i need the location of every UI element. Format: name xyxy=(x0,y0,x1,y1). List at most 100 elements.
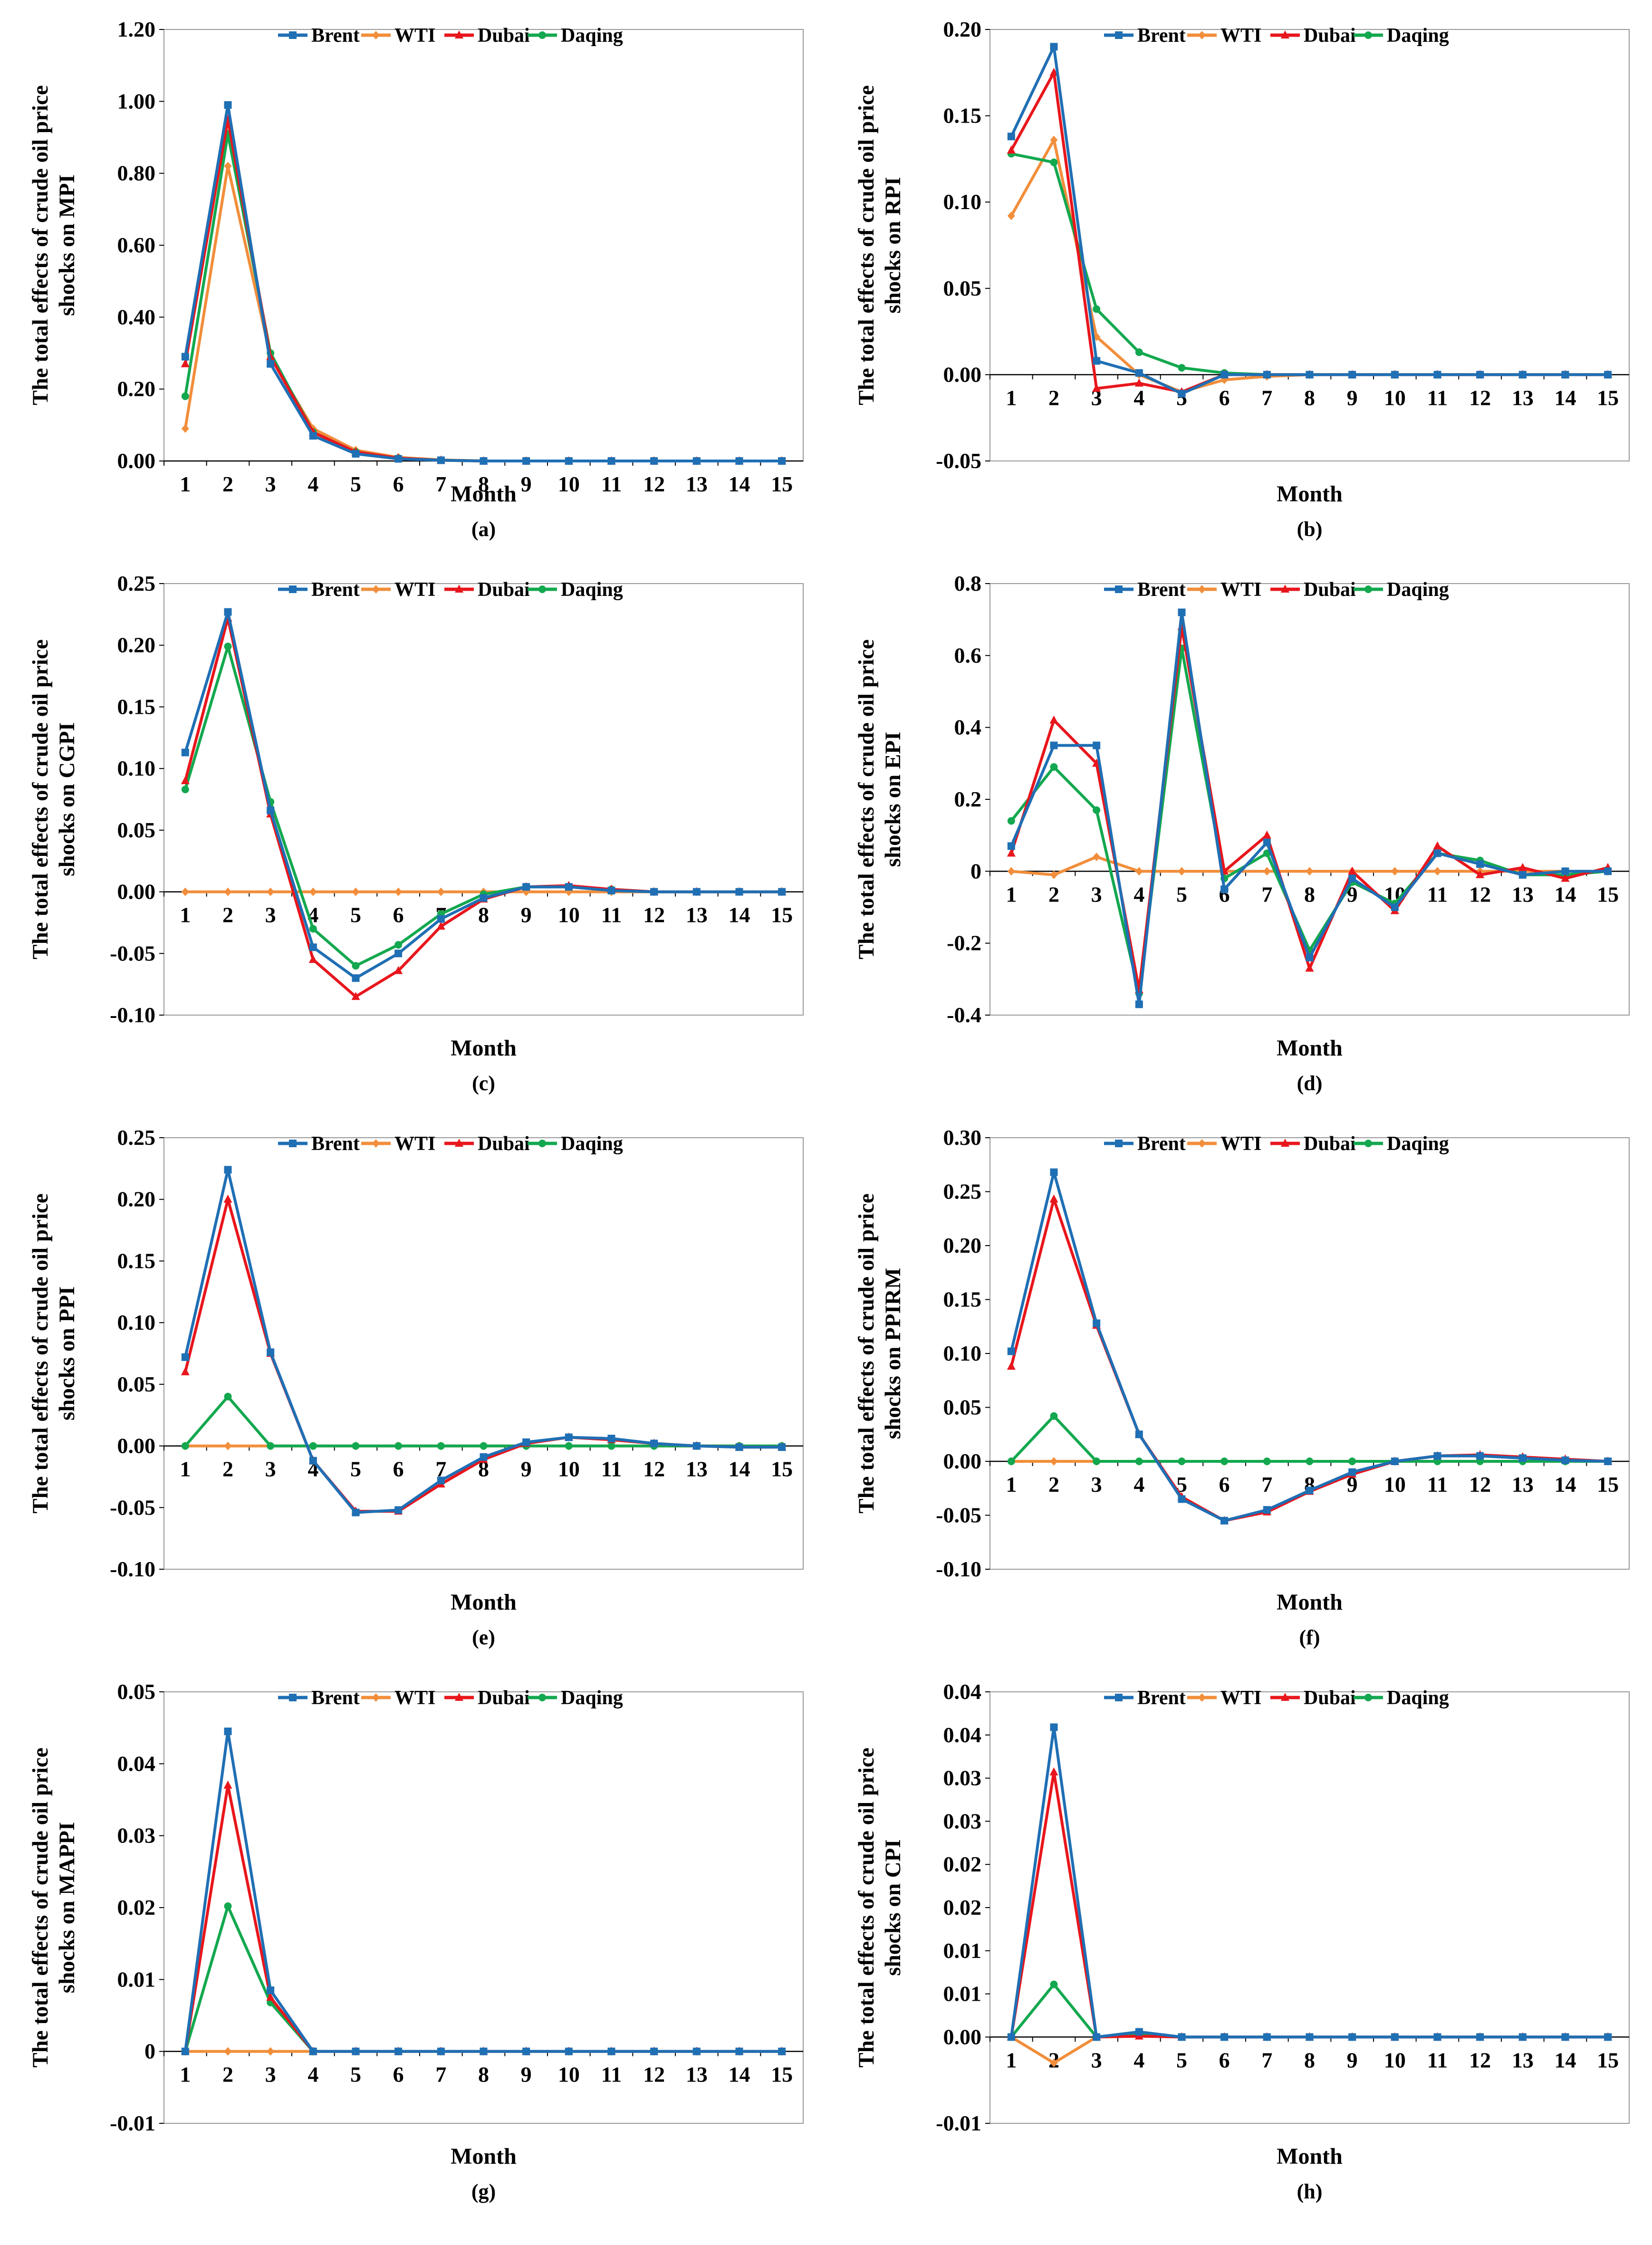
legend-item-wti: WTI xyxy=(1187,1687,1261,1709)
y-tick-label: 0.00 xyxy=(117,449,156,473)
x-tick-label: 15 xyxy=(771,1457,793,1481)
x-tick-label: 13 xyxy=(1512,2048,1534,2072)
x-tick-label: 9 xyxy=(1347,1472,1358,1497)
x-tick-label: 15 xyxy=(1597,2048,1619,2072)
series-line-dubai xyxy=(183,1784,782,2053)
series-line-daqing xyxy=(1010,1414,1608,1463)
y-axis-label-line: The total effects of crude oil price xyxy=(854,1747,879,2067)
data-point-brent xyxy=(778,1443,786,1451)
x-tick-label: 2 xyxy=(1048,385,1059,410)
y-axis-label: The total effects of crude oil priceshoc… xyxy=(854,1193,905,1513)
legend-swatch-marker xyxy=(538,1140,546,1147)
series-brent xyxy=(1007,608,1612,1008)
x-axis-label: Month xyxy=(451,1036,517,1061)
x-tick-label: 15 xyxy=(1597,1472,1619,1497)
data-point-brent xyxy=(1433,1452,1441,1460)
y-tick-label: 0.60 xyxy=(117,233,156,257)
y-tick-label: 0.25 xyxy=(943,1180,982,1204)
y-tick-label: -0.10 xyxy=(110,1557,155,1581)
x-tick-label: 4 xyxy=(1133,882,1144,906)
series-brent xyxy=(181,1166,786,1516)
x-tick-label: 7 xyxy=(1261,882,1272,906)
legend-item-dubai: Dubai xyxy=(1270,1687,1356,1709)
data-point-brent xyxy=(1476,2033,1484,2041)
data-point-brent xyxy=(1604,1458,1612,1465)
data-point-brent xyxy=(1604,2033,1612,2041)
data-point-daqing xyxy=(1007,817,1015,825)
x-tick-label: 8 xyxy=(478,1457,489,1481)
x-tick-label: 1 xyxy=(1006,882,1017,906)
data-point-dubai xyxy=(1134,378,1143,387)
x-tick-label: 3 xyxy=(1091,882,1102,906)
data-point-brent xyxy=(1220,1516,1229,1525)
x-tick-label: 3 xyxy=(265,472,276,496)
legend-label: Daqing xyxy=(561,25,623,47)
series-line-brent xyxy=(183,103,782,462)
legend-swatch-marker xyxy=(455,1693,463,1701)
y-tick-label: 0.00 xyxy=(117,880,156,904)
x-tick-label: 14 xyxy=(1555,2048,1576,2072)
legend-item-wti: WTI xyxy=(361,579,435,601)
x-tick-label: 4 xyxy=(307,2063,318,2087)
x-tick-label: 6 xyxy=(393,2063,404,2087)
y-tick-label: 0.40 xyxy=(117,305,156,329)
data-point-daqing xyxy=(309,925,317,933)
legend-label: Brent xyxy=(1137,1133,1186,1155)
legend-swatch-marker xyxy=(1115,1140,1123,1147)
data-point-dubai xyxy=(1305,963,1314,972)
series-brent xyxy=(1007,1168,1612,1525)
data-point-daqing xyxy=(181,392,189,400)
y-tick-label: 0.00 xyxy=(117,1434,156,1458)
legend-swatch-marker xyxy=(538,31,546,39)
data-point-wti xyxy=(1433,867,1441,876)
x-tick-label: 13 xyxy=(686,2063,708,2087)
y-tick-label: 0.03 xyxy=(943,1809,982,1833)
data-point-brent xyxy=(437,2047,445,2055)
data-point-brent xyxy=(1518,2033,1527,2041)
x-tick-label: 14 xyxy=(729,2063,750,2087)
y-axis-label-line: The total effects of crude oil price xyxy=(28,1747,53,2067)
y-tick-label: 0.04 xyxy=(117,1751,156,1775)
panel-label: (c) xyxy=(472,1072,495,1095)
x-tick-label: 9 xyxy=(521,472,532,496)
y-tick-label: 0.15 xyxy=(943,104,982,128)
data-point-daqing xyxy=(1050,158,1058,166)
y-tick-label: 0.20 xyxy=(943,17,982,41)
legend-label: Brent xyxy=(311,25,360,47)
x-tick-label: 13 xyxy=(1512,882,1534,906)
y-tick-label: 0.02 xyxy=(943,1895,982,1919)
y-axis-label-line: shocks on RPI xyxy=(881,177,905,313)
y-tick-label: 0.25 xyxy=(117,1125,156,1150)
y-tick-label: 0.10 xyxy=(943,1341,982,1365)
y-tick-label: -0.05 xyxy=(110,941,155,965)
data-point-wti xyxy=(352,887,360,896)
data-point-brent xyxy=(181,748,189,757)
data-point-brent xyxy=(1391,371,1399,379)
x-tick-label: 13 xyxy=(1512,1472,1534,1497)
y-tick-label: 0.8 xyxy=(954,571,982,595)
data-point-brent xyxy=(1561,1456,1569,1464)
data-point-brent xyxy=(692,1442,701,1450)
x-tick-label: 12 xyxy=(1469,385,1491,410)
y-tick-label: 0.80 xyxy=(117,161,156,185)
data-point-daqing xyxy=(394,1442,403,1450)
data-point-brent xyxy=(1263,838,1271,846)
y-axis-label: The total effects of crude oil priceshoc… xyxy=(854,639,905,959)
legend-item-brent: Brent xyxy=(278,579,360,601)
y-tick-label: 0.04 xyxy=(943,1679,982,1704)
data-point-wti xyxy=(1050,2058,1058,2067)
legend-swatch-marker xyxy=(1198,31,1206,39)
x-tick-label: 6 xyxy=(393,1457,404,1481)
y-tick-label: 0.05 xyxy=(117,1372,156,1396)
data-point-wti xyxy=(224,2047,232,2056)
x-tick-label: 10 xyxy=(558,903,580,927)
legend-swatch-marker xyxy=(1364,1694,1372,1701)
panel-label: (d) xyxy=(1297,1072,1323,1095)
data-point-daqing xyxy=(1306,1458,1314,1465)
data-point-dubai xyxy=(1007,1362,1016,1370)
x-tick-label: 3 xyxy=(265,2063,276,2087)
data-point-brent xyxy=(1178,2033,1186,2041)
data-point-daqing xyxy=(1050,1412,1058,1420)
legend-swatch-marker xyxy=(372,1693,380,1702)
data-point-wti xyxy=(1050,870,1058,879)
